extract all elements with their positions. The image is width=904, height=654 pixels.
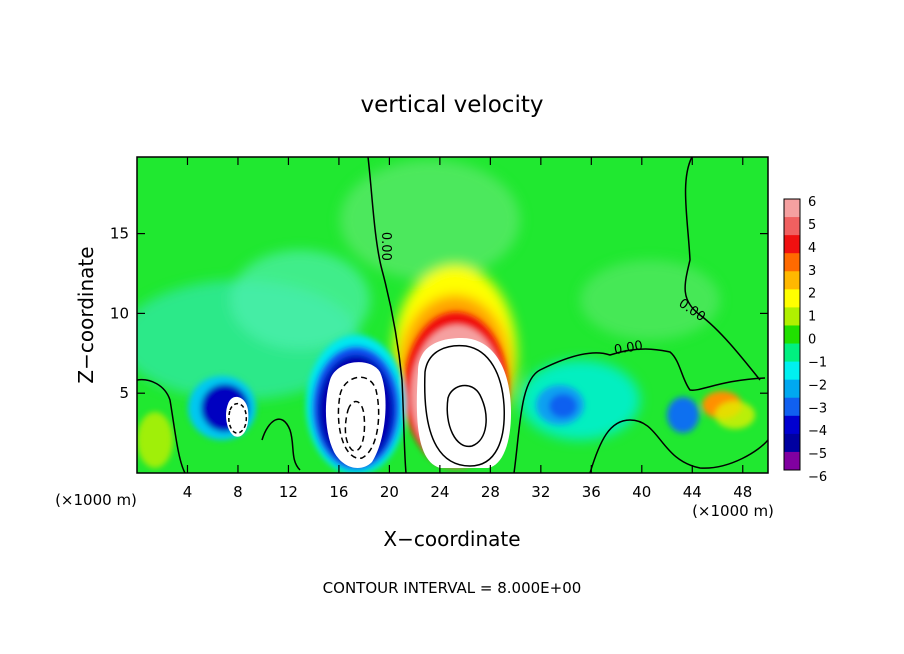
colorbar-swatch (784, 307, 800, 326)
zero-contour-wiggle (261, 418, 301, 471)
updraft-core-white (416, 338, 512, 468)
colorbar-label: 4 (808, 241, 816, 256)
colorbar-label: 6 (808, 195, 816, 210)
zero-contour-left-bottom (137, 378, 186, 473)
colorbar-label: −5 (808, 447, 827, 462)
updraft-inner-contour (424, 344, 505, 467)
x-tick-label: 16 (329, 483, 348, 501)
chart-title: vertical velocity (361, 92, 544, 118)
colorbar-label: 1 (808, 310, 816, 325)
x-tick-label: 4 (183, 483, 193, 501)
contour-label: 0.00 (613, 338, 644, 358)
plot-frame (136, 156, 769, 474)
x-axis: 4 8 12 16 20 24 28 32 36 40 44 48 (183, 157, 752, 501)
x-tick-label: 12 (279, 483, 298, 501)
x-axis-label: X−coordinate (383, 527, 520, 551)
colorbar-swatch (784, 361, 800, 381)
x-tick-label: 8 (233, 483, 243, 501)
yellow-cell-47 (715, 401, 755, 429)
colorbar-label: −1 (808, 355, 827, 370)
colorbar-swatch (784, 379, 800, 399)
yellow-cell-left (137, 412, 173, 468)
colorbar-swatch (784, 415, 800, 435)
colorbar-label: 3 (808, 264, 816, 279)
downdraft-core-white (325, 362, 386, 468)
colorbar-frame (783, 198, 801, 471)
x-unit-left: (×1000 m) (55, 491, 137, 509)
colorbar-swatch (784, 451, 800, 471)
x-tick-label: 40 (632, 483, 651, 501)
x-tick-label: 28 (481, 483, 500, 501)
downdraft-dashed-inner (344, 400, 366, 452)
x-tick-label: 48 (733, 483, 752, 501)
x-tick-label: 24 (430, 483, 449, 501)
x-tick-label: 36 (582, 483, 601, 501)
colorbar-swatch (784, 253, 800, 272)
right-haze (580, 260, 720, 340)
colorbar: 6 5 4 3 2 1 0 −1 −2 −3 −4 −5 −6 (783, 195, 827, 485)
y-tick-label: 15 (110, 225, 129, 243)
colorbar-swatch (784, 343, 800, 363)
blue-cell-43 (667, 397, 699, 433)
downdraft-dashed-contour (337, 376, 380, 459)
colorbar-label: 2 (808, 287, 816, 302)
colorbar-label: −2 (808, 378, 827, 393)
y-axis: 5 10 15 (110, 225, 768, 402)
zero-contour-bottom-right (589, 419, 768, 473)
blue-cell-33-core (549, 394, 577, 418)
updraft-core-contour (446, 384, 487, 448)
y-tick-label: 5 (119, 384, 129, 402)
y-tick-label: 10 (110, 304, 129, 322)
velocity-field: 0.000.000.00 (137, 157, 768, 473)
colorbar-label: 5 (808, 218, 816, 233)
small-dashed-contour (228, 402, 248, 434)
left-cyan-haze-2 (230, 250, 370, 350)
contour-interval-note: CONTOUR INTERVAL = 8.000E+00 (323, 579, 582, 597)
colorbar-swatch (784, 289, 800, 308)
zero-contour-right (513, 348, 766, 473)
colorbar-swatch (784, 397, 800, 417)
x-tick-label: 44 (683, 483, 702, 501)
zero-contour-far-right (684, 157, 761, 381)
colorbar-label: −4 (808, 424, 827, 439)
colorbar-label: 0 (808, 333, 816, 348)
colorbar-swatch (784, 199, 800, 218)
colorbar-swatch (784, 271, 800, 290)
upper-green-haze (340, 160, 520, 280)
x-tick-label: 32 (531, 483, 550, 501)
x-unit-right: (×1000 m) (692, 502, 774, 520)
zero-contour-main (367, 157, 407, 473)
colorbar-swatch (784, 325, 800, 345)
y-axis-label: Z−coordinate (74, 246, 98, 383)
contour-label: 0.00 (378, 232, 393, 261)
contour-lines (137, 157, 768, 473)
colorbar-label: −6 (808, 470, 827, 485)
x-tick-label: 20 (380, 483, 399, 501)
colorbar-label: −3 (808, 401, 827, 416)
colorbar-swatch (784, 217, 800, 236)
colorbar-swatch (784, 433, 800, 453)
colorbar-swatch (784, 235, 800, 254)
